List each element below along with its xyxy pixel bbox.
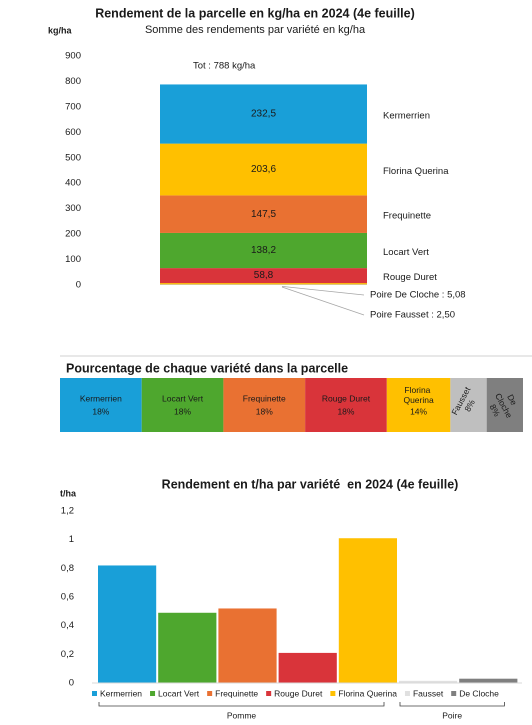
segment-label: 58,8 [254, 270, 274, 281]
value-label: 18% [92, 406, 109, 416]
y-tick-label: 600 [65, 127, 81, 138]
y-tick-label: 400 [65, 178, 81, 189]
y-tick-label: 0 [76, 280, 81, 291]
category-label: Frequinette [243, 393, 286, 403]
legend-swatch [150, 691, 156, 696]
chart-title: Pourcentage de chaque variété dans la pa… [66, 361, 348, 375]
bar-segment [160, 84, 367, 144]
group-label: Pomme [227, 710, 257, 720]
segment-label: 232,5 [251, 109, 276, 120]
legend-swatch [92, 691, 97, 696]
y-tick-label: 100 [65, 254, 81, 265]
bar [338, 538, 397, 683]
legend-label: Rouge Duret [274, 688, 323, 698]
strip-segment [141, 378, 224, 432]
y-tick-label: 300 [65, 203, 81, 214]
series-label: Kermerrien [383, 111, 430, 122]
bar [98, 565, 157, 683]
legend-label: De Cloche [459, 688, 499, 698]
strip-segment [450, 378, 487, 432]
value-label: 18% [337, 406, 354, 416]
strip-segment [223, 378, 306, 432]
legend-swatch [451, 691, 457, 696]
y-tick-label: 0 [69, 678, 74, 689]
y-tick-label: 800 [65, 76, 81, 87]
y-tick-label: 0,4 [61, 620, 74, 631]
chart-title: Rendement de la parcelle en kg/ha en 202… [95, 6, 415, 20]
legend-swatch [266, 691, 272, 696]
series-label: Florina Querina [383, 166, 449, 177]
group-bracket [399, 702, 505, 707]
chart-subtitle: Somme des rendements par variété en kg/h… [145, 24, 366, 36]
y-tick-label: 1,2 [61, 506, 74, 517]
legend-label: Kermerrien [100, 688, 142, 698]
y-tick-label: 900 [65, 51, 81, 62]
y-tick-label: 0,8 [61, 563, 74, 574]
leader-line [281, 285, 365, 296]
strip-segment [486, 378, 523, 432]
bar [399, 680, 458, 683]
bar-segment [160, 284, 367, 285]
bar [218, 608, 277, 683]
total-annotation: Tot : 788 kg/ha [193, 61, 256, 72]
group-bracket [98, 702, 385, 707]
series-label: Frequinette [383, 211, 431, 222]
strip-segment [305, 378, 387, 432]
legend-swatch [207, 691, 213, 696]
bar-segment [160, 268, 367, 284]
category-label: Kermerrien [80, 393, 122, 403]
y-tick-label: 500 [65, 152, 81, 163]
bar-segment [160, 283, 367, 285]
y-tick-label: 0,6 [61, 592, 74, 603]
bar [278, 652, 337, 683]
legend-label: Locart Vert [158, 688, 200, 698]
category-label: Locart Vert [162, 393, 204, 403]
segment-label: 138,2 [251, 245, 276, 256]
series-label: Rouge Duret [383, 272, 437, 283]
series-label: Poire De Cloche : 5,08 [370, 290, 466, 301]
series-label: Poire Fausset : 2,50 [370, 310, 455, 321]
bar-segment [160, 195, 367, 233]
y-tick-label: 0,2 [61, 649, 74, 660]
bar-segment [160, 232, 367, 269]
series-label: Locart Vert [383, 247, 429, 258]
legend-label: Fausset [413, 688, 444, 698]
y-tick-label: 200 [65, 229, 81, 240]
y-tick-label: 700 [65, 101, 81, 112]
segment-label: 203,6 [251, 164, 276, 175]
legend-swatch [404, 691, 410, 696]
strip-segment [386, 378, 451, 432]
category-label: Rouge Duret [322, 393, 371, 403]
strip-segment [60, 378, 142, 432]
bar [459, 678, 518, 683]
leader-line [281, 286, 365, 316]
chart-title: Rendement en t/ha par variété en 2024 (4… [162, 477, 459, 491]
legend-label: Florina Querina [338, 688, 397, 698]
legend-swatch [330, 691, 336, 696]
legend-label: Frequinette [215, 688, 258, 698]
group-label: Poire [442, 710, 462, 720]
value-label: 18% [174, 406, 191, 416]
y-axis-label: kg/ha [48, 25, 73, 35]
value-label: 18% [256, 406, 273, 416]
value-label: 14% [410, 406, 427, 416]
bar [158, 612, 217, 683]
y-tick-label: 1 [69, 534, 74, 545]
bar-segment [160, 143, 367, 196]
category-label: Florina Querina [403, 385, 434, 405]
y-axis-label: t/ha [60, 488, 77, 498]
segment-label: 147,5 [251, 209, 276, 220]
